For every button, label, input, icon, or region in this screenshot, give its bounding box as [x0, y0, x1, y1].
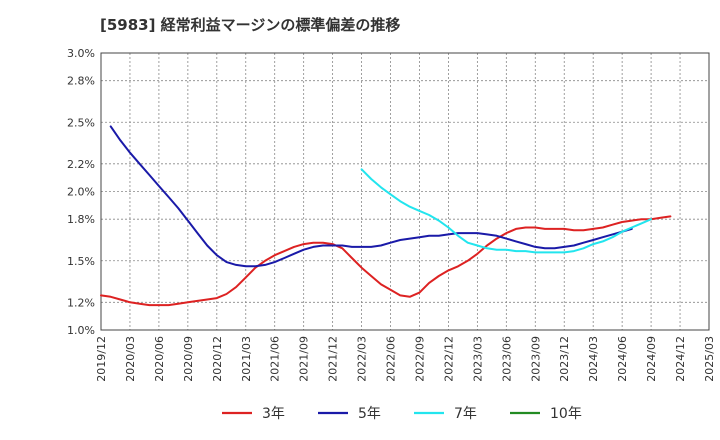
y-tick-label: 3.0%: [67, 47, 95, 60]
legend-label-1: 3年: [262, 406, 285, 422]
x-tick-label: 2021/09: [298, 336, 311, 382]
x-tick-label: 2025/03: [703, 336, 716, 382]
y-tick-label: 1.2%: [67, 296, 95, 309]
y-tick-label: 1.0%: [67, 324, 95, 337]
series-line-3: [360, 168, 653, 254]
axis-layer: 3.0% 2.8% 2.5% 2.2% 2.0% 1.8% 1.5% 1.2% 1.0%2019…: [67, 47, 716, 382]
legend: 3年 5年 7年 10年: [222, 406, 582, 422]
y-tick-label: 2.8%: [67, 75, 95, 88]
x-tick-label: 2024/06: [616, 336, 629, 382]
series-line-1: [100, 215, 672, 307]
x-tick-label: 2022/09: [413, 336, 426, 382]
x-tick-label: 2023/03: [471, 336, 484, 382]
x-tick-label: 2023/06: [500, 336, 513, 382]
y-tick-label: 2.5%: [67, 116, 95, 129]
y-tick-label: 1.8%: [67, 213, 95, 226]
x-tick-label: 2023/12: [558, 336, 571, 382]
chart-title: [5983] 経常利益マージンの標準偏差の推移: [100, 16, 401, 34]
legend-label-4: 10年: [550, 406, 582, 422]
x-tick-label: 2020/12: [211, 336, 224, 382]
grid-layer: [100, 52, 710, 331]
y-tick-label: 2.0%: [67, 186, 95, 199]
x-tick-label: 2023/09: [529, 336, 542, 382]
y-tick-label: 1.5%: [67, 255, 95, 268]
x-tick-label: 2022/12: [442, 336, 455, 382]
x-tick-label: 2021/06: [269, 336, 282, 382]
x-tick-label: 2021/12: [327, 336, 340, 382]
x-tick-label: 2020/03: [124, 336, 137, 382]
x-tick-label: 2020/09: [182, 336, 195, 382]
y-tick-label: 2.2%: [67, 158, 95, 171]
x-tick-label: 2019/12: [95, 336, 108, 382]
x-tick-label: 2022/03: [356, 336, 369, 382]
x-tick-label: 2024/03: [587, 336, 600, 382]
legend-label-2: 5年: [358, 406, 381, 422]
x-tick-label: 2024/12: [674, 336, 687, 382]
series-layer: [100, 125, 672, 307]
plot-border: [100, 52, 710, 331]
x-tick-label: 2022/06: [385, 336, 398, 382]
x-tick-label: 2020/06: [153, 336, 166, 382]
series-line-2: [109, 125, 633, 268]
legend-label-3: 7年: [454, 406, 477, 422]
x-tick-label: 2021/03: [240, 336, 253, 382]
x-tick-label: 2024/09: [645, 336, 658, 382]
